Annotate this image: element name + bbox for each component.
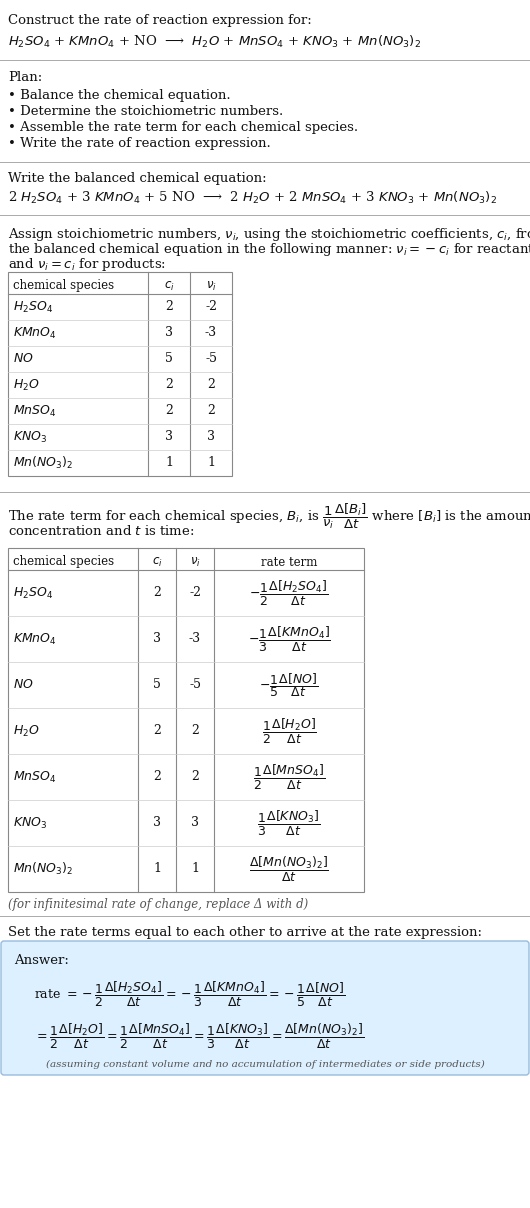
Text: $\nu_i$: $\nu_i$ — [190, 556, 200, 569]
Text: concentration and $t$ is time:: concentration and $t$ is time: — [8, 524, 195, 538]
Text: 2: 2 — [207, 378, 215, 391]
Text: -5: -5 — [205, 353, 217, 366]
Text: 2 $H_2SO_4$ + 3 $KMnO_4$ + 5 NO  ⟶  2 $H_2O$ + 2 $MnSO_4$ + 3 $KNO_3$ + $Mn(NO_3: 2 $H_2SO_4$ + 3 $KMnO_4$ + 5 NO ⟶ 2 $H_2… — [8, 190, 497, 207]
Text: 2: 2 — [191, 725, 199, 738]
Text: $\dfrac{1}{3}\dfrac{\Delta[KNO_3]}{\Delta t}$: $\dfrac{1}{3}\dfrac{\Delta[KNO_3]}{\Delt… — [258, 808, 321, 837]
Text: $\mathit{KNO}_3$: $\mathit{KNO}_3$ — [13, 430, 47, 445]
Text: -3: -3 — [189, 633, 201, 645]
Text: 5: 5 — [165, 353, 173, 366]
Text: 2: 2 — [207, 405, 215, 418]
Text: $\mathit{KMnO}_4$: $\mathit{KMnO}_4$ — [13, 325, 57, 341]
Text: rate term: rate term — [261, 556, 317, 569]
Text: $\mathit{KMnO}_4$: $\mathit{KMnO}_4$ — [13, 632, 57, 646]
Text: • Write the rate of reaction expression.: • Write the rate of reaction expression. — [8, 137, 271, 150]
Bar — [8, 272, 232, 476]
Text: 3: 3 — [165, 430, 173, 443]
Text: $\mathit{MnSO}_4$: $\mathit{MnSO}_4$ — [13, 769, 57, 784]
Text: 3: 3 — [153, 817, 161, 830]
Text: (for infinitesimal rate of change, replace Δ with d): (for infinitesimal rate of change, repla… — [8, 898, 308, 911]
Text: 1: 1 — [191, 863, 199, 876]
Text: $-\dfrac{1}{2}\dfrac{\Delta[H_2SO_4]}{\Delta t}$: $-\dfrac{1}{2}\dfrac{\Delta[H_2SO_4]}{\D… — [249, 579, 329, 608]
Text: 3: 3 — [165, 326, 173, 339]
Text: -2: -2 — [189, 587, 201, 599]
Text: 2: 2 — [165, 405, 173, 418]
Text: 2: 2 — [165, 301, 173, 314]
Text: $\mathit{H}_2\mathit{SO}_4$: $\mathit{H}_2\mathit{SO}_4$ — [13, 300, 53, 314]
Text: and $\nu_i = c_i$ for products:: and $\nu_i = c_i$ for products: — [8, 256, 166, 273]
Text: 2: 2 — [191, 771, 199, 784]
Text: $\dfrac{1}{2}\dfrac{\Delta[MnSO_4]}{\Delta t}$: $\dfrac{1}{2}\dfrac{\Delta[MnSO_4]}{\Del… — [253, 762, 325, 791]
Text: $\dfrac{\Delta[Mn(NO_3)_2]}{\Delta t}$: $\dfrac{\Delta[Mn(NO_3)_2]}{\Delta t}$ — [249, 854, 329, 883]
Text: $\dfrac{1}{2}\dfrac{\Delta[H_2O]}{\Delta t}$: $\dfrac{1}{2}\dfrac{\Delta[H_2O]}{\Delta… — [261, 716, 316, 745]
Text: 2: 2 — [153, 725, 161, 738]
FancyBboxPatch shape — [1, 941, 529, 1075]
Text: $-\dfrac{1}{5}\dfrac{\Delta[NO]}{\Delta t}$: $-\dfrac{1}{5}\dfrac{\Delta[NO]}{\Delta … — [259, 672, 319, 699]
Text: 3: 3 — [207, 430, 215, 443]
Text: rate $= -\dfrac{1}{2}\dfrac{\Delta[H_2SO_4]}{\Delta t}= -\dfrac{1}{3}\dfrac{\Del: rate $= -\dfrac{1}{2}\dfrac{\Delta[H_2SO… — [34, 980, 346, 1009]
Text: the balanced chemical equation in the following manner: $\nu_i = -c_i$ for react: the balanced chemical equation in the fo… — [8, 242, 530, 259]
Text: $c_i$: $c_i$ — [152, 556, 162, 569]
Text: Answer:: Answer: — [14, 954, 69, 966]
Text: $\mathit{H}_2\mathit{O}$: $\mathit{H}_2\mathit{O}$ — [13, 724, 40, 738]
Text: $\mathit{MnSO}_4$: $\mathit{MnSO}_4$ — [13, 403, 57, 418]
Text: Construct the rate of reaction expression for:: Construct the rate of reaction expressio… — [8, 14, 312, 27]
Text: 1: 1 — [153, 863, 161, 876]
Text: Set the rate terms equal to each other to arrive at the rate expression:: Set the rate terms equal to each other t… — [8, 927, 482, 939]
Text: $\mathit{H}_2\mathit{SO}_4$: $\mathit{H}_2\mathit{SO}_4$ — [13, 586, 53, 600]
Text: 2: 2 — [165, 378, 173, 391]
Text: $= \dfrac{1}{2}\dfrac{\Delta[H_2O]}{\Delta t}= \dfrac{1}{2}\dfrac{\Delta[MnSO_4]: $= \dfrac{1}{2}\dfrac{\Delta[H_2O]}{\Del… — [34, 1022, 364, 1051]
Text: -5: -5 — [189, 679, 201, 691]
Text: The rate term for each chemical species, $B_i$, is $\dfrac{1}{\nu_i}\dfrac{\Delt: The rate term for each chemical species,… — [8, 503, 530, 532]
Text: Plan:: Plan: — [8, 71, 42, 85]
Text: 1: 1 — [165, 457, 173, 470]
Text: $\mathit{H}_2\mathit{O}$: $\mathit{H}_2\mathit{O}$ — [13, 377, 40, 393]
Text: $\mathit{KNO}_3$: $\mathit{KNO}_3$ — [13, 815, 47, 831]
Text: $\nu_i$: $\nu_i$ — [206, 279, 216, 292]
Text: $\mathit{NO}$: $\mathit{NO}$ — [13, 679, 34, 691]
Text: $H_2SO_4$ + $KMnO_4$ + NO  ⟶  $H_2O$ + $MnSO_4$ + $KNO_3$ + $Mn(NO_3)_2$: $H_2SO_4$ + $KMnO_4$ + NO ⟶ $H_2O$ + $Mn… — [8, 34, 421, 50]
Text: -3: -3 — [205, 326, 217, 339]
Text: $\mathit{Mn(NO}_3)_2$: $\mathit{Mn(NO}_3)_2$ — [13, 455, 73, 471]
Text: • Determine the stoichiometric numbers.: • Determine the stoichiometric numbers. — [8, 105, 283, 118]
Text: 3: 3 — [153, 633, 161, 645]
Text: (assuming constant volume and no accumulation of intermediates or side products): (assuming constant volume and no accumul… — [46, 1059, 484, 1069]
Text: • Balance the chemical equation.: • Balance the chemical equation. — [8, 89, 231, 101]
Text: chemical species: chemical species — [13, 279, 114, 292]
Text: $c_i$: $c_i$ — [164, 279, 174, 292]
Text: 2: 2 — [153, 771, 161, 784]
Text: Write the balanced chemical equation:: Write the balanced chemical equation: — [8, 172, 267, 185]
Text: $\mathit{Mn(NO}_3)_2$: $\mathit{Mn(NO}_3)_2$ — [13, 861, 73, 877]
Text: 2: 2 — [153, 587, 161, 599]
Text: Assign stoichiometric numbers, $\nu_i$, using the stoichiometric coefficients, $: Assign stoichiometric numbers, $\nu_i$, … — [8, 226, 530, 243]
Text: 5: 5 — [153, 679, 161, 691]
Bar — [8, 548, 364, 892]
Text: 3: 3 — [191, 817, 199, 830]
Text: -2: -2 — [205, 301, 217, 314]
Text: • Assemble the rate term for each chemical species.: • Assemble the rate term for each chemic… — [8, 121, 358, 134]
Text: chemical species: chemical species — [13, 556, 114, 569]
Text: 1: 1 — [207, 457, 215, 470]
Text: $-\dfrac{1}{3}\dfrac{\Delta[KMnO_4]}{\Delta t}$: $-\dfrac{1}{3}\dfrac{\Delta[KMnO_4]}{\De… — [248, 625, 331, 654]
Text: $\mathit{NO}$: $\mathit{NO}$ — [13, 353, 34, 366]
